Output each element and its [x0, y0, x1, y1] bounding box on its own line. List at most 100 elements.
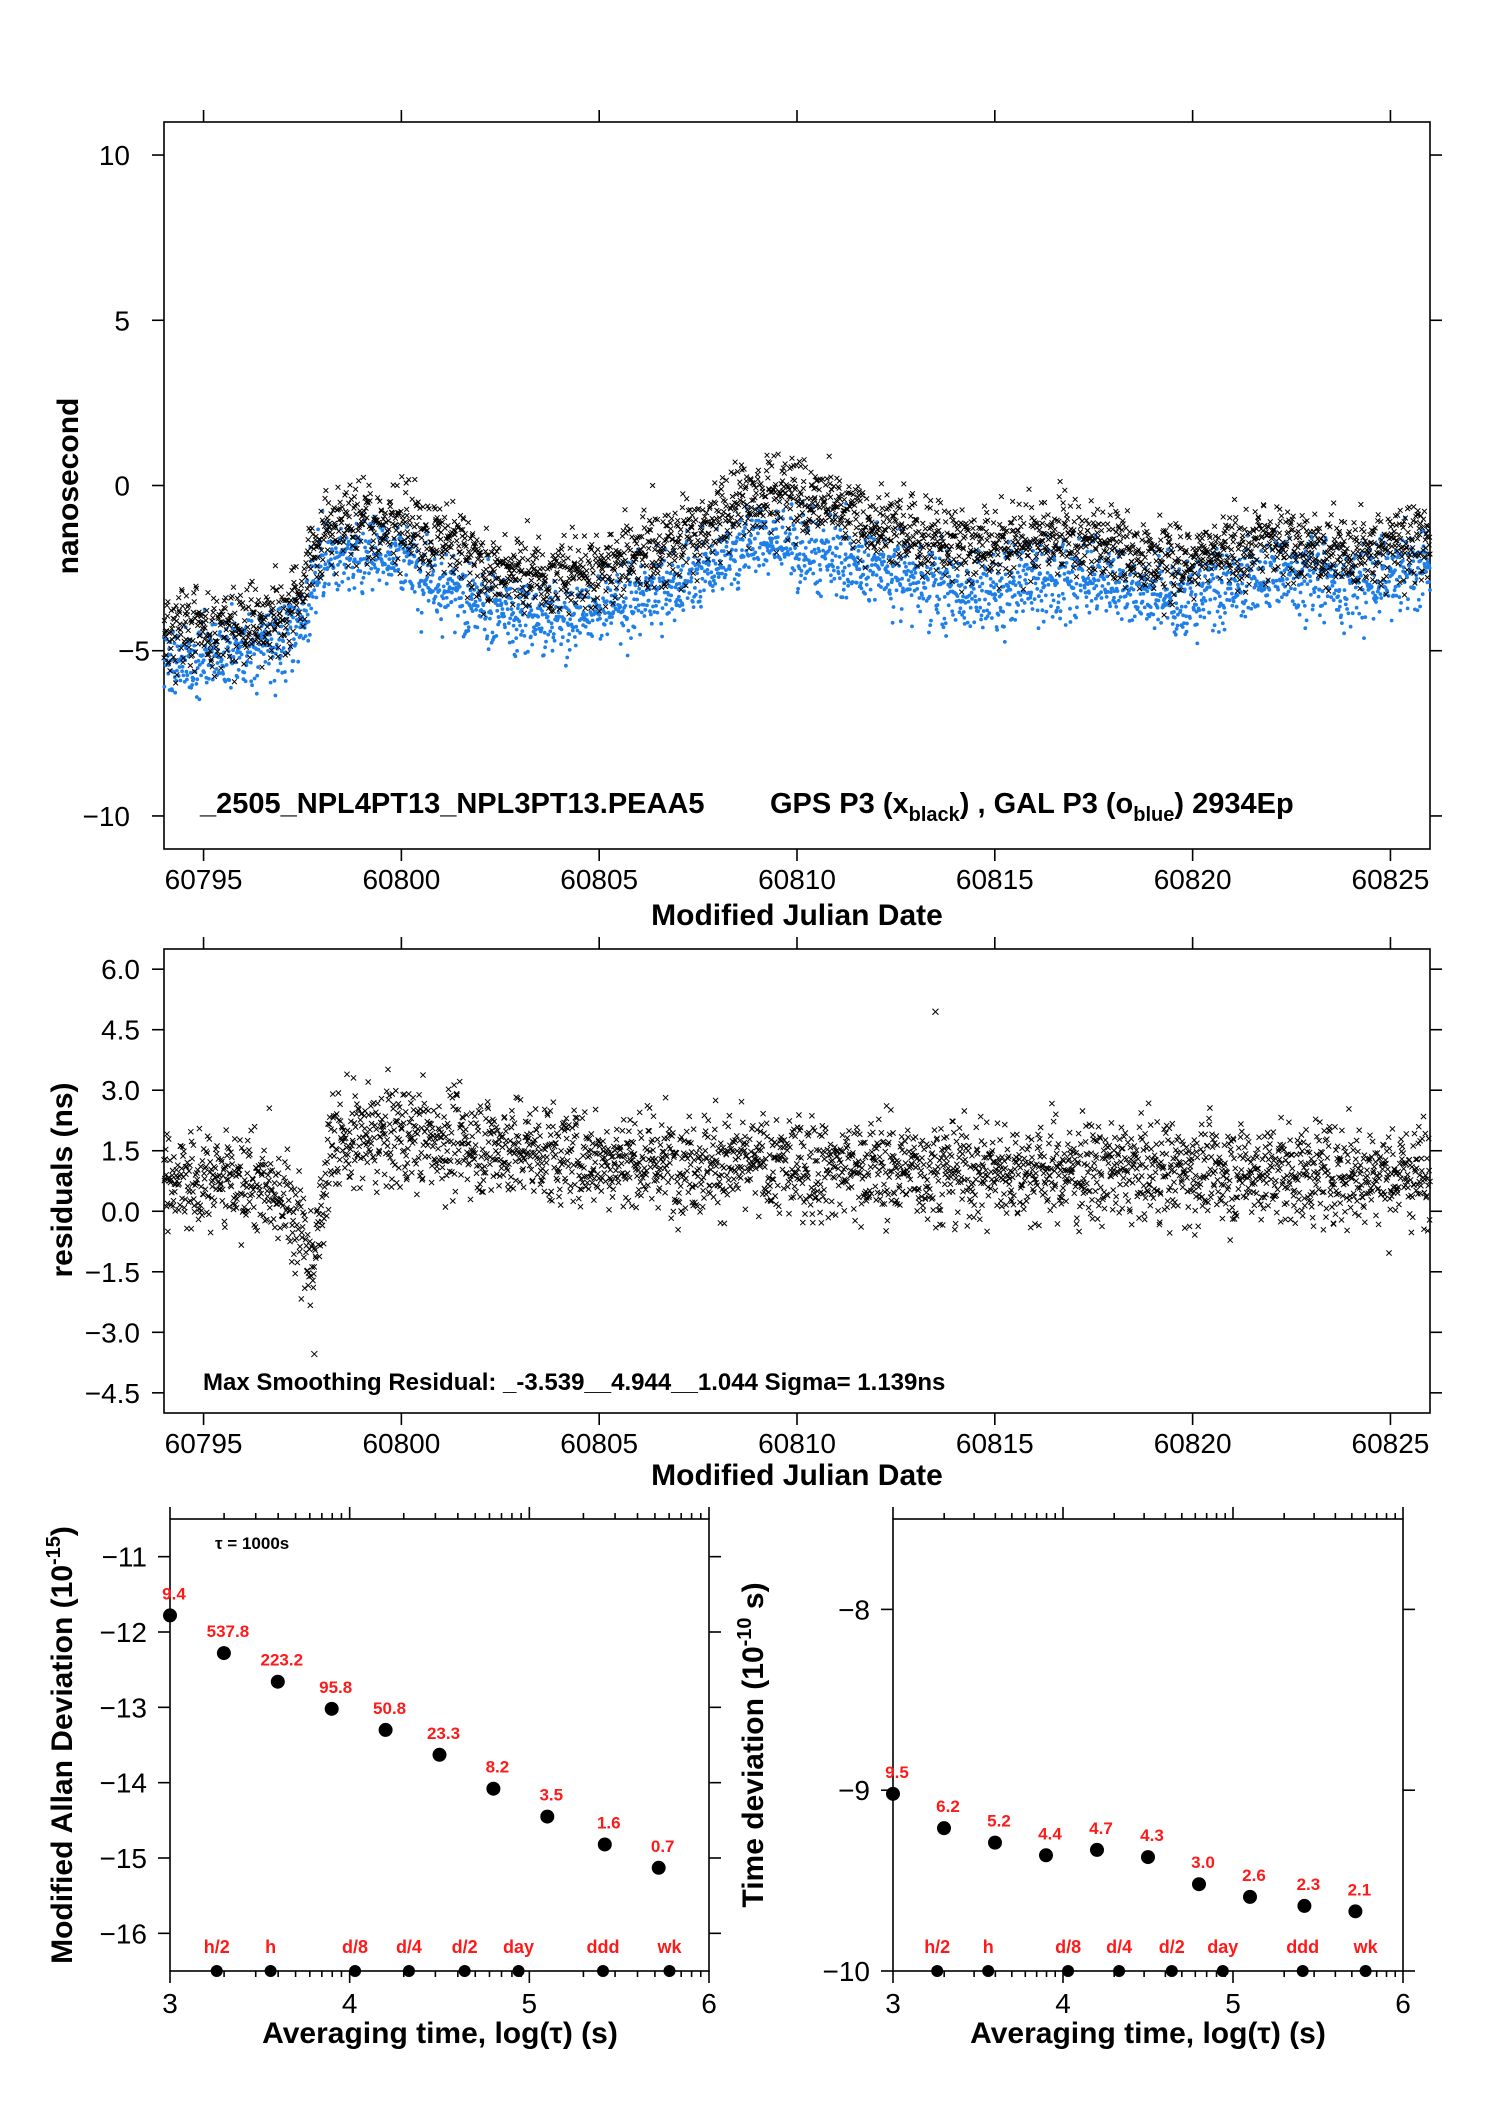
gal-point [346, 542, 350, 547]
gps-point [291, 579, 297, 586]
gal-point [1075, 595, 1080, 600]
gps-point [753, 490, 759, 496]
gal-point [847, 563, 851, 568]
gal-point [505, 607, 510, 611]
gal-point [1018, 593, 1023, 597]
gal-point [188, 670, 193, 675]
gal-point [283, 679, 288, 683]
gal-point [1302, 579, 1307, 583]
gal-point [609, 593, 614, 598]
gal-point [428, 579, 433, 584]
gal-point [503, 625, 507, 630]
gal-point [799, 569, 804, 573]
gal-point [1387, 579, 1391, 584]
gps-point [796, 458, 803, 465]
gal-point [642, 602, 646, 607]
gps-point [525, 557, 531, 563]
gal-point [841, 587, 846, 592]
gps-point [187, 662, 194, 669]
gal-point [1032, 597, 1037, 601]
gps-point [530, 559, 536, 566]
gal-point [623, 583, 627, 588]
gps-point [738, 462, 745, 468]
gps-point [933, 532, 939, 538]
gps-point [802, 464, 809, 471]
gal-point [1304, 618, 1309, 623]
gal-point [490, 630, 495, 635]
gal-point [456, 613, 460, 618]
gps-point [827, 494, 834, 500]
gal-point [942, 616, 947, 621]
gal-point [1211, 628, 1215, 633]
gal-point [450, 590, 454, 595]
gal-point [1225, 570, 1230, 575]
gal-point [889, 572, 894, 577]
gal-point [529, 608, 534, 613]
gps-point [575, 547, 582, 554]
gal-point [841, 569, 845, 574]
gal-point [980, 588, 984, 593]
gps-point [880, 519, 887, 525]
gal-point [578, 631, 582, 635]
gal-point [516, 603, 521, 607]
gps-point [347, 482, 353, 488]
gps-point [893, 533, 900, 539]
gal-point [1069, 579, 1073, 583]
gps-point [962, 533, 968, 539]
gal-point [624, 596, 628, 600]
gal-point [1227, 598, 1232, 603]
gal-point [668, 571, 673, 576]
gps-point [595, 581, 601, 588]
gal-point [580, 588, 585, 592]
gal-point [344, 536, 349, 540]
gps-point [528, 577, 535, 584]
gal-point [190, 683, 195, 687]
gal-point [255, 673, 260, 678]
gal-point [866, 553, 871, 558]
gal-point [1350, 611, 1355, 616]
gal-point [212, 670, 217, 674]
gps-point [1030, 524, 1036, 530]
gal-point [859, 581, 863, 585]
gal-point [888, 592, 892, 596]
gps-point [322, 495, 328, 502]
gps-point [568, 597, 574, 604]
gps-point [927, 497, 934, 504]
gps-point [643, 562, 650, 569]
gps-point [670, 566, 676, 573]
gal-point [786, 552, 791, 557]
gal-point [514, 627, 519, 632]
gal-point [1202, 615, 1207, 620]
gps-point [325, 500, 332, 506]
gal-point [778, 557, 783, 562]
gal-point [933, 577, 938, 582]
gps-point [653, 559, 659, 565]
gal-point [475, 625, 480, 630]
gps-point [639, 514, 646, 520]
gps-point [407, 522, 413, 528]
gps-point [558, 586, 564, 593]
gps-point [984, 517, 991, 524]
gal-point [508, 586, 513, 591]
gal-point [698, 594, 703, 599]
gps-point [248, 596, 254, 603]
gal-point [695, 567, 700, 572]
gal-point [803, 576, 807, 581]
gal-point [514, 636, 519, 640]
gal-point [1116, 611, 1120, 615]
gal-point [1392, 588, 1397, 593]
gal-point [1290, 599, 1295, 603]
gal-point [348, 556, 353, 561]
gps-point [671, 557, 678, 564]
gps-point [661, 538, 668, 544]
gal-point [1113, 580, 1118, 585]
gal-point [380, 559, 384, 564]
gal-point [608, 588, 613, 593]
gal-point [653, 591, 658, 596]
gps-point [948, 513, 955, 520]
gal-point [1231, 599, 1236, 604]
gal-point [891, 564, 895, 569]
gps-point [483, 525, 490, 532]
gal-point [1134, 599, 1138, 604]
